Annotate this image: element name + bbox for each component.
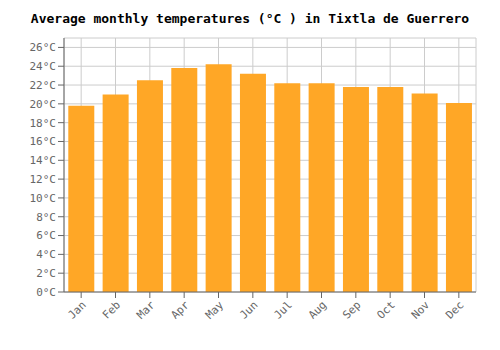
svg-text:12°C: 12°C — [30, 173, 57, 186]
svg-text:10°C: 10°C — [30, 192, 57, 205]
svg-text:Nov: Nov — [409, 298, 433, 322]
svg-text:6°C: 6°C — [36, 229, 56, 242]
svg-text:May: May — [203, 298, 227, 322]
svg-text:4°C: 4°C — [36, 248, 56, 261]
svg-text:Dec: Dec — [443, 298, 466, 321]
svg-text:Aug: Aug — [306, 298, 329, 321]
svg-text:20°C: 20°C — [30, 98, 57, 111]
html-text:Average monthly temperatures (: Average monthly temperatures (°C ) in Ti… — [30, 11, 470, 26]
svg-text:8°C: 8°C — [36, 211, 56, 224]
svg-text:14°C: 14°C — [30, 154, 57, 167]
svg-text:Oct: Oct — [375, 298, 398, 321]
svg-text:Jul: Jul — [272, 298, 295, 321]
svg-text:Mar: Mar — [134, 298, 158, 322]
svg-text:Feb: Feb — [100, 298, 123, 321]
svg-text:0°C: 0°C — [36, 286, 56, 299]
svg-text:Apr: Apr — [169, 298, 193, 322]
svg-text:22°C: 22°C — [30, 79, 57, 92]
svg-text:Jan: Jan — [66, 298, 89, 321]
svg-text:2°C: 2°C — [36, 267, 56, 280]
svg-text:18°C: 18°C — [30, 117, 57, 130]
svg-text:26°C: 26°C — [30, 41, 57, 54]
svg-text:24°C: 24°C — [30, 60, 57, 73]
svg-text:16°C: 16°C — [30, 135, 57, 148]
svg-text:Jun: Jun — [237, 298, 260, 321]
svg-text:Sep: Sep — [340, 298, 363, 321]
